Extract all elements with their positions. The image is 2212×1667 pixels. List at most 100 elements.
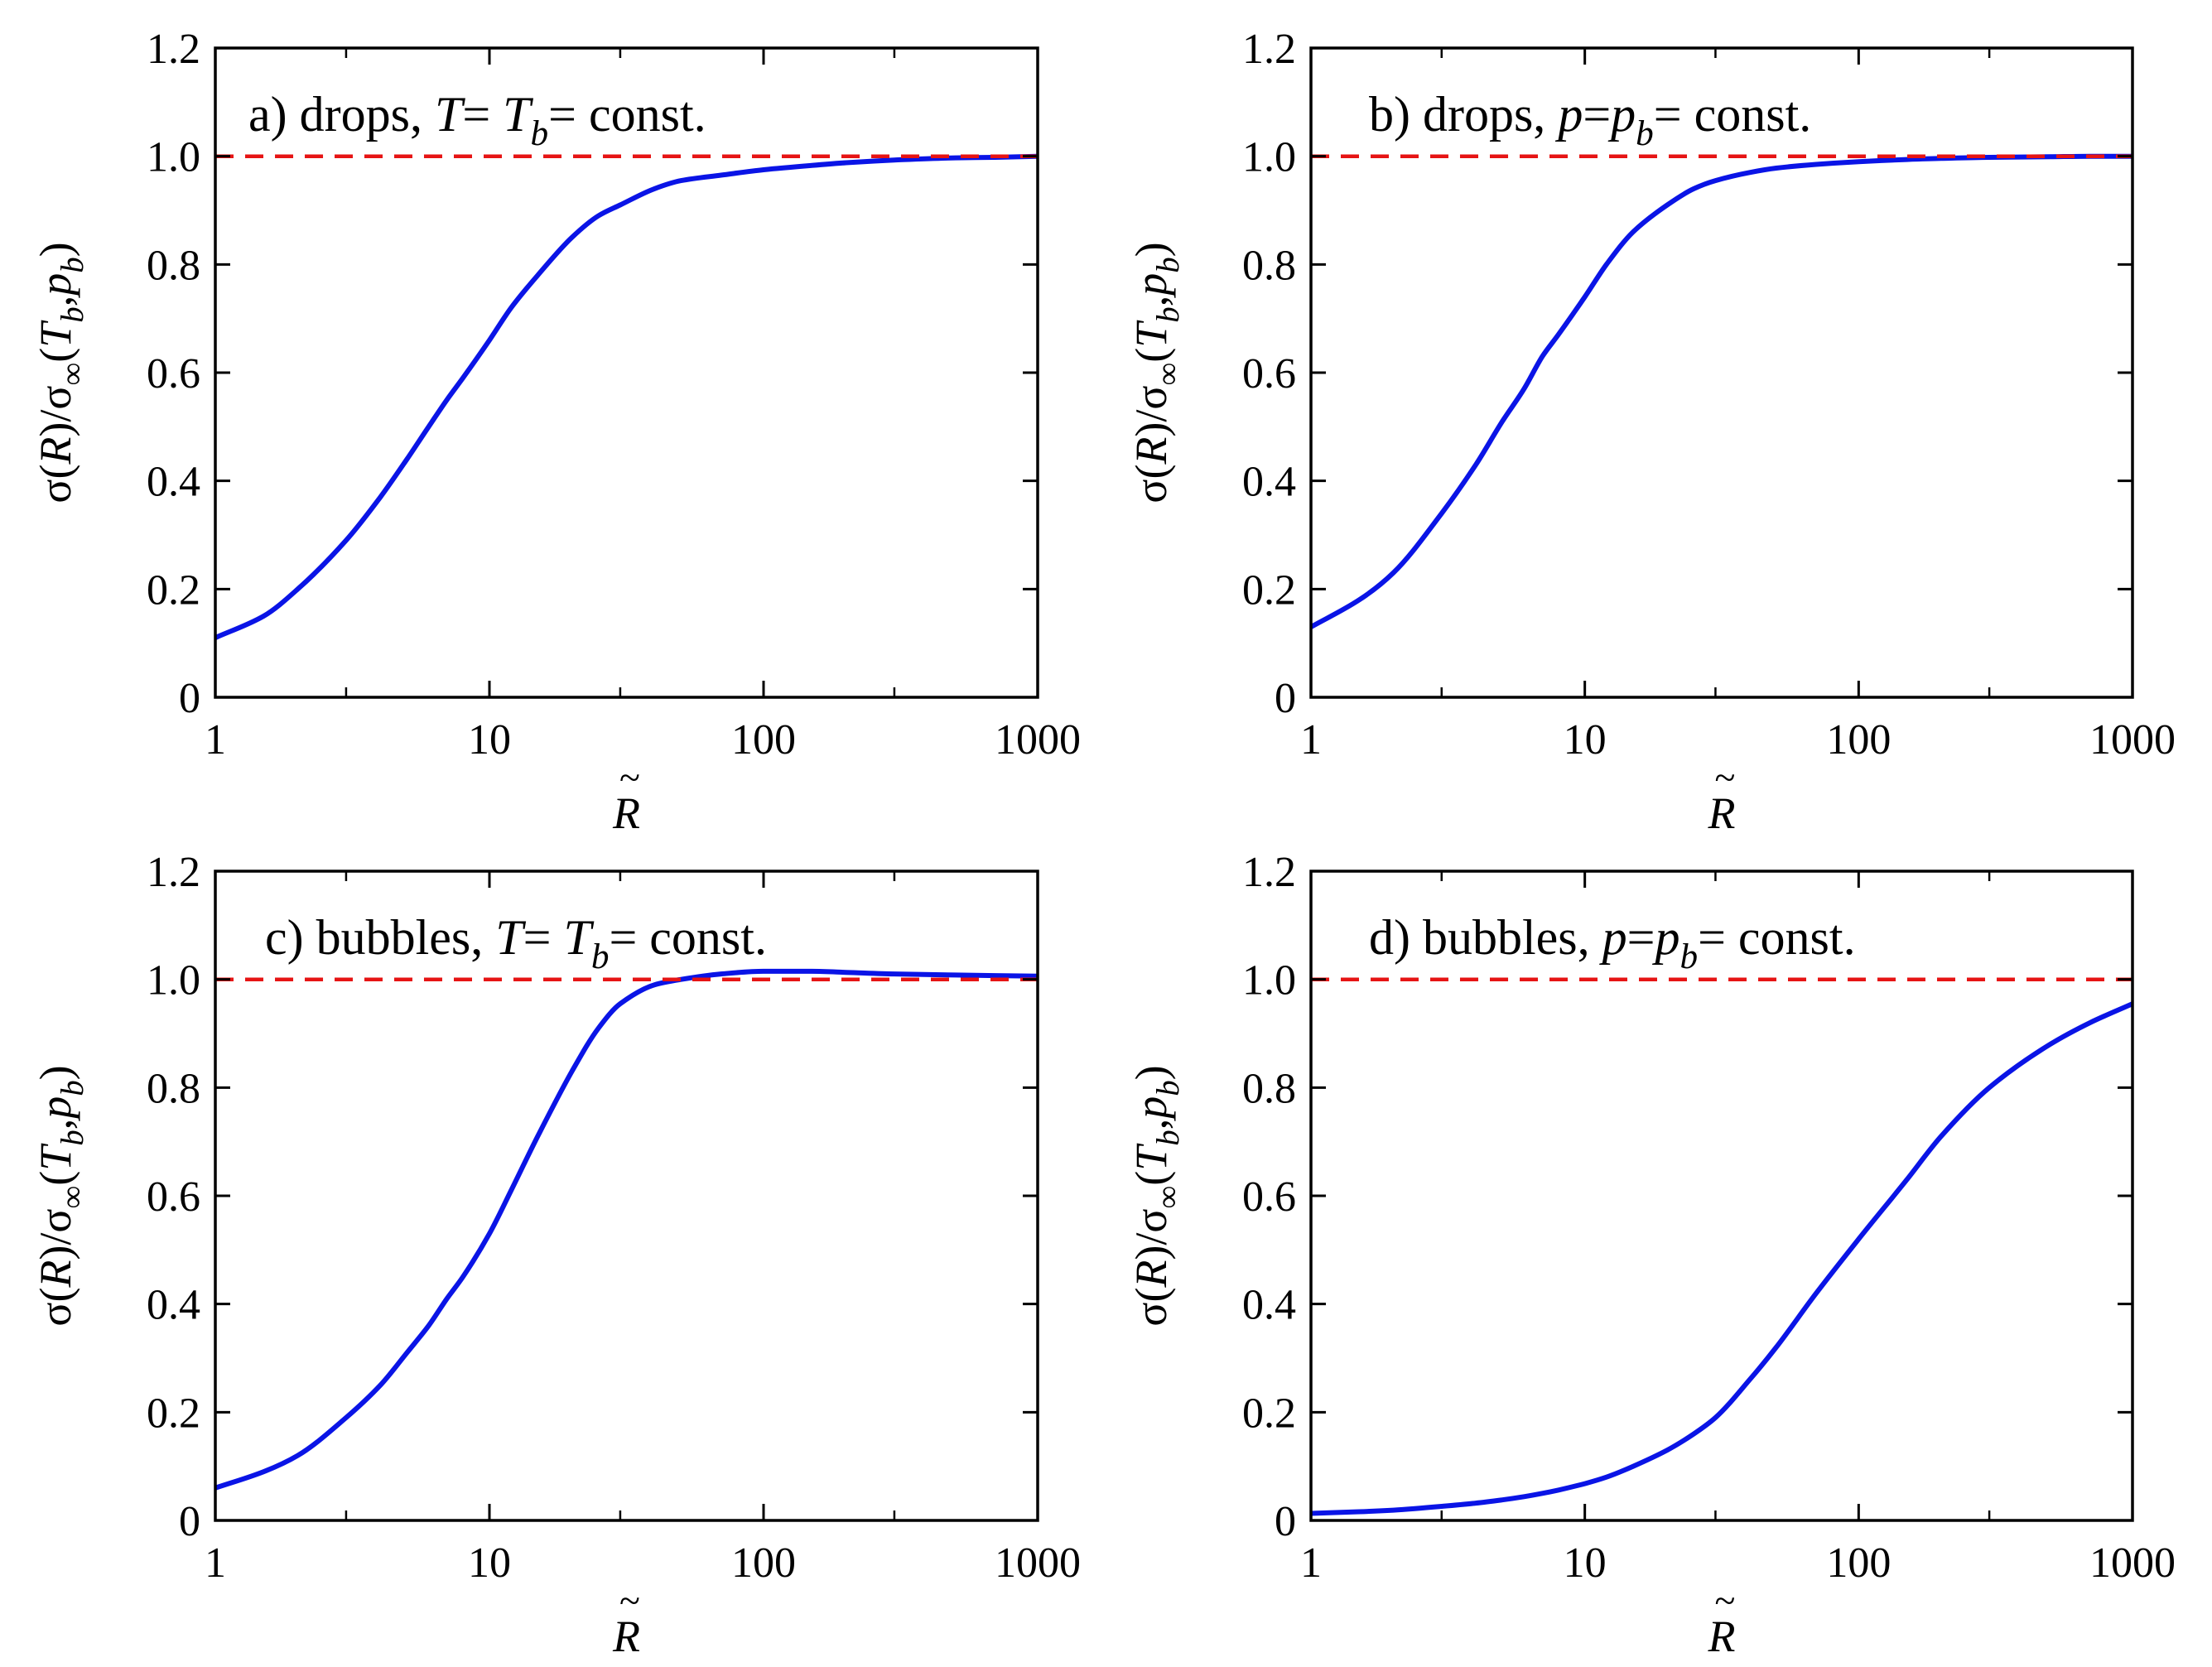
y-axis-label-part: )/σ [31, 1208, 80, 1260]
x-axis-label-tilde: ~ [619, 1579, 640, 1621]
panel-title: b) drops, p=pb= const. [1369, 87, 1811, 153]
y-axis-label-part: ∞ [1150, 1186, 1186, 1209]
y-axis-label-part: b [55, 306, 90, 322]
panel-title-part: = [523, 910, 564, 965]
y-tick-label: 0.2 [147, 1390, 200, 1437]
y-tick-label: 1.2 [147, 849, 200, 896]
y-axis-label-part: b [55, 1130, 90, 1145]
x-tick-label: 1000 [2089, 716, 2176, 764]
x-tick-label: 100 [1826, 716, 1891, 764]
x-tick-label: 100 [731, 1539, 796, 1587]
y-tick-label: 1.0 [1242, 957, 1296, 1005]
y-tick-label: 0.4 [1242, 459, 1296, 506]
y-axis-label-part: b [1150, 1130, 1186, 1145]
x-axis-label: R [1708, 788, 1736, 838]
panel-title-part: = [462, 87, 503, 142]
y-tick-label: 0.2 [1242, 1390, 1296, 1437]
y-axis-label-part: b [1150, 1080, 1186, 1096]
y-tick-label: 0 [179, 1498, 200, 1545]
y-tick-label: 1.2 [147, 26, 200, 73]
sigma-curve-line [1311, 153, 2132, 629]
y-axis-label: σ(R)/σ∞(Tb,pb) [31, 242, 90, 503]
y-axis-label-part: ) [1126, 1065, 1176, 1080]
panel-title-part: = [1583, 87, 1611, 142]
y-tick-label: 0.4 [147, 459, 200, 506]
y-axis-label-part: p [31, 1096, 80, 1122]
y-tick-label: 1.0 [147, 134, 200, 181]
panel-title-part: = const. [1654, 87, 1812, 142]
panel-title: d) bubbles, p=pb= const. [1369, 910, 1856, 976]
x-axis-label-tilde: ~ [619, 756, 640, 798]
x-tick-label: 1 [1300, 1539, 1322, 1587]
y-axis-label-part: ( [1126, 348, 1176, 363]
panel-title-part: b) drops, [1369, 87, 1558, 142]
y-tick-label: 0.8 [1242, 242, 1296, 289]
panel-title-part: p [1599, 910, 1627, 965]
y-axis-label-part: T [31, 1143, 80, 1171]
y-axis-label-part: b [1150, 306, 1186, 322]
y-axis-label-part: ) [31, 1065, 80, 1080]
y-axis-label-part: b [55, 257, 90, 272]
x-tick-label: 1000 [2089, 1539, 2176, 1587]
y-axis-label-part: σ( [31, 465, 80, 503]
x-axis-label: R [612, 1612, 640, 1661]
x-tick-label: 1000 [995, 716, 1081, 764]
plot-frame [1309, 46, 2134, 699]
x-axis-label-tilde: ~ [1715, 756, 1736, 798]
y-tick-label: 1.2 [1242, 849, 1296, 896]
plot-frame [214, 46, 1039, 699]
panel-title: c) bubbles, T= Tb= const. [265, 910, 767, 976]
y-tick-label: 1.0 [1242, 134, 1296, 181]
y-axis-label-part: ( [1126, 1171, 1176, 1186]
y-axis-label-part: R [31, 1260, 80, 1289]
panel-title-part: p [1554, 87, 1583, 142]
y-axis-label-part: b [1150, 257, 1186, 272]
y-axis-label-part: ( [31, 348, 80, 363]
y-tick-label: 0 [1275, 1498, 1296, 1545]
panel-title-part: T [563, 910, 594, 965]
y-axis-label-part: b [55, 1080, 90, 1096]
y-axis-label-part: p [1126, 1096, 1176, 1122]
y-axis-label-part: , [31, 296, 80, 307]
panel-title-part: = const. [548, 87, 706, 142]
y-tick-label: 0.6 [1242, 1173, 1296, 1221]
panel-title-part: = [1627, 910, 1655, 965]
chart-panel-c: 0 0.2 0.4 0.6 0.8 1.0 1.2 1 10 100 1000 c) bubbles,… [31, 849, 1081, 1661]
x-tick-label: 10 [1564, 1539, 1607, 1587]
panel-title-part: p [1651, 910, 1679, 965]
y-axis-label-part: p [1126, 273, 1176, 299]
panel-title-part: = const. [1698, 910, 1856, 965]
y-axis-label-part: T [1126, 1143, 1176, 1171]
panel-title-part: b [591, 937, 610, 976]
y-axis-label-part: T [31, 320, 80, 348]
sigma-curve-line [215, 153, 1038, 640]
y-tick-label: 0.4 [1242, 1282, 1296, 1329]
y-axis-label-part: )/σ [1126, 1208, 1176, 1260]
panel-title-part: b [1636, 114, 1654, 153]
panel-title-part: T [435, 87, 465, 142]
y-axis-label-part: R [1126, 437, 1176, 465]
x-tick-label: 1 [205, 1539, 226, 1587]
x-tick-label: 100 [731, 716, 796, 764]
y-tick-label: 0.4 [147, 1282, 200, 1329]
panel-title-part: c) bubbles, [265, 910, 495, 965]
y-tick-label: 0.8 [147, 242, 200, 289]
chart-panel-a: 0 0.2 0.4 0.6 0.8 1.0 1.2 1 10 100 1000 a) drops, T… [31, 26, 1081, 838]
panel-title-part: T [503, 87, 533, 142]
y-tick-label: 0.8 [1242, 1065, 1296, 1112]
x-tick-label: 1 [205, 716, 226, 764]
x-tick-label: 10 [468, 716, 511, 764]
y-tick-label: 1.0 [147, 957, 200, 1005]
y-axis-label-part: , [1126, 1119, 1176, 1130]
y-axis-label-part: σ( [1126, 1288, 1176, 1327]
y-axis-label-part: ∞ [1150, 363, 1186, 386]
y-axis-label-part: p [31, 273, 80, 299]
x-tick-label: 100 [1826, 1539, 1891, 1587]
y-tick-label: 0.6 [147, 1173, 200, 1221]
y-axis-label-part: , [31, 1119, 80, 1130]
y-tick-label: 0.2 [1242, 566, 1296, 614]
y-axis-label-part: σ( [1126, 465, 1176, 503]
y-axis-label-part: ∞ [55, 1186, 90, 1209]
